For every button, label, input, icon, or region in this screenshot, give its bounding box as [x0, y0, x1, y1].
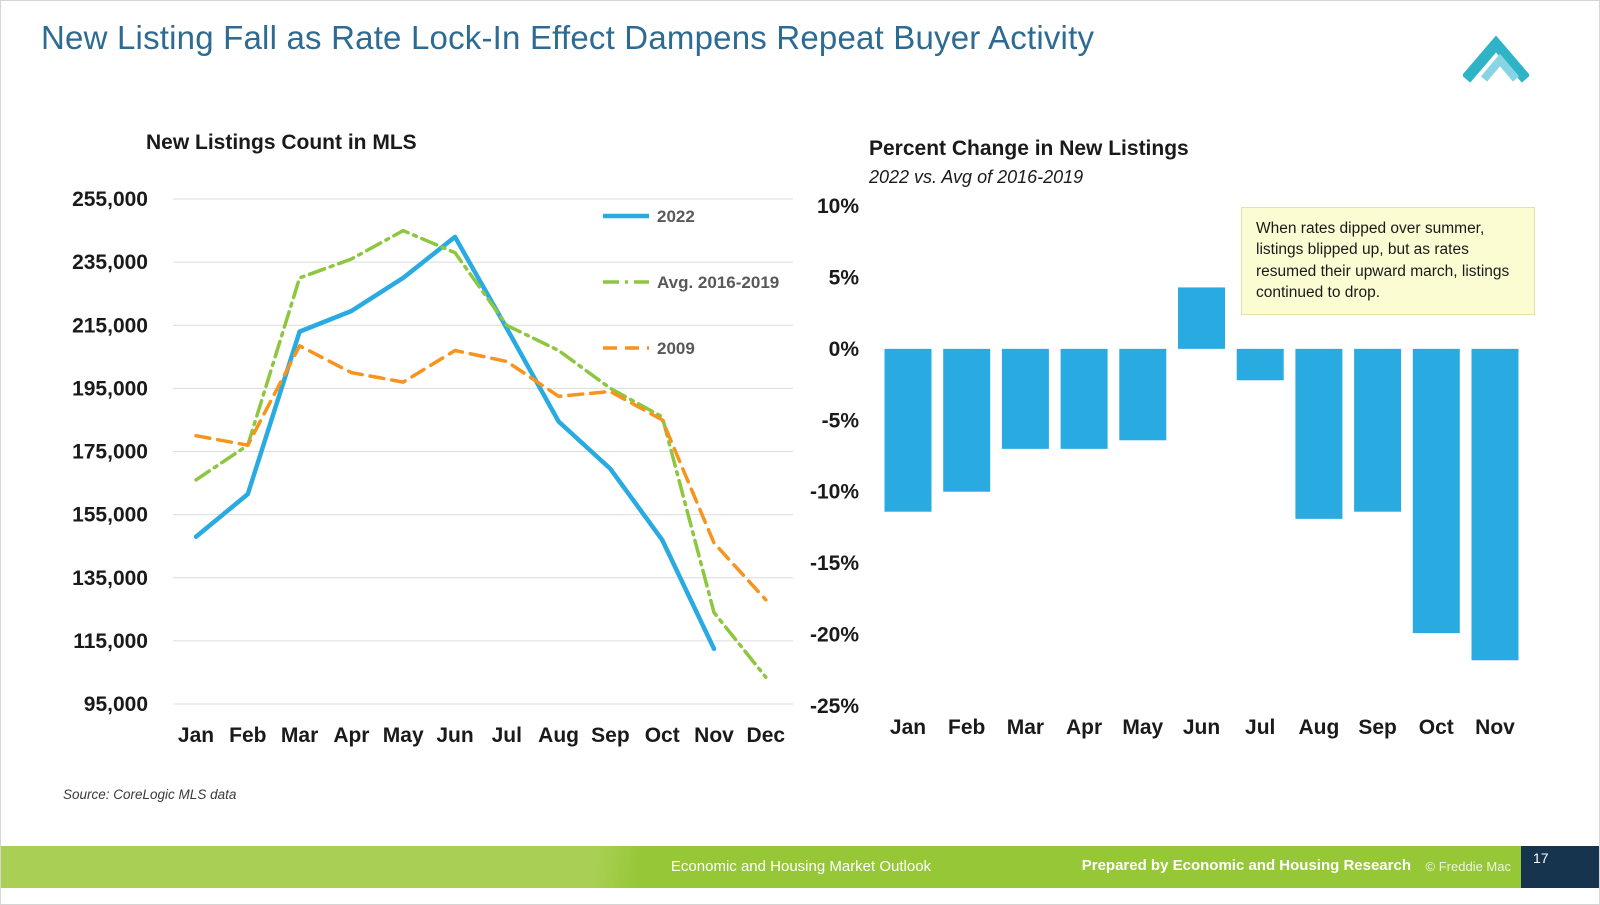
x-tick-label: Oct [645, 724, 680, 747]
y-tick-label: -10% [810, 481, 859, 504]
y-tick-label: 155,000 [72, 504, 148, 527]
x-tick-label: Nov [1475, 716, 1515, 739]
footer-copyright: © Freddie Mac [1425, 859, 1511, 874]
bar-chart-plot: 10% 5% 0% -5% -10% -15% -20% -25% Jan Feb Mar Apr Ma… [810, 195, 1519, 739]
y-tick-label: 95,000 [84, 693, 148, 716]
x-tick-label: Feb [229, 724, 266, 747]
x-tick-label: Sep [1358, 716, 1397, 739]
bar-Apr [1060, 348, 1108, 449]
bar-Mar [1001, 348, 1049, 449]
freddie-mac-logo-icon [1461, 33, 1531, 83]
y-tick-label: 215,000 [72, 314, 148, 337]
x-tick-label: May [1122, 716, 1163, 739]
y-tick-label: 115,000 [73, 630, 148, 653]
x-tick-label: Oct [1419, 716, 1454, 739]
bar-Jul [1236, 348, 1284, 381]
footer-prepared-by: Prepared by Economic and Housing Researc… [1081, 857, 1411, 874]
legend-label-2022: 2022 [657, 207, 695, 226]
y-tick-label: -25% [810, 695, 859, 718]
logo-roof-accent [1480, 53, 1520, 82]
page-number: 17 [1533, 850, 1549, 866]
bar-Aug [1295, 348, 1343, 519]
bar-Jan [884, 348, 932, 512]
x-tick-label: Apr [1066, 716, 1102, 739]
bar-Nov [1471, 348, 1519, 661]
y-tick-label: 195,000 [72, 377, 148, 400]
x-tick-label: Jun [436, 724, 473, 747]
line-chart-title: New Listings Count in MLS [146, 131, 417, 154]
series-line-Avg. 2016-2019 [194, 228, 768, 679]
footer-bar: Economic and Housing Market Outlook Prep… [1, 846, 1599, 888]
bar-chart: 10% 5% 0% -5% -10% -15% -20% -25% Jan Feb Mar Apr Ma… [810, 195, 1519, 739]
x-tick-label: Sep [591, 724, 630, 747]
y-tick-label: 5% [829, 266, 860, 289]
bar-chart-title: Percent Change in New Listings [869, 137, 1189, 160]
series-line-2022 [193, 234, 717, 652]
bar-May [1119, 348, 1167, 441]
x-tick-label: Feb [948, 716, 985, 739]
x-tick-label: Jan [178, 724, 214, 747]
y-tick-label: 10% [817, 195, 859, 218]
source-note: Source: CoreLogic MLS data [63, 787, 237, 802]
legend-label-2009: 2009 [657, 339, 695, 358]
legend-label-Avg. 2016-2019: Avg. 2016-2019 [657, 273, 779, 292]
page-title: New Listing Fall as Rate Lock-In Effect … [41, 19, 1095, 56]
bar-Jun [1178, 287, 1225, 349]
x-tick-label: Apr [333, 724, 369, 747]
y-tick-label: 235,000 [72, 251, 148, 274]
bar-Oct [1412, 348, 1460, 634]
line-chart: 255,000 235,000 215,000 195,000 175,000 155,0… [72, 188, 793, 747]
y-tick-label: 255,000 [72, 188, 148, 211]
x-tick-label: Dec [747, 724, 786, 747]
x-tick-label: Jan [890, 716, 926, 739]
x-tick-label: Nov [694, 724, 734, 747]
y-tick-label: 135,000 [72, 567, 148, 590]
x-tick-label: Aug [1298, 716, 1339, 739]
x-tick-label: Aug [538, 724, 579, 747]
logo-roof [1461, 35, 1531, 83]
page-number-block: 17 [1521, 846, 1599, 888]
line-chart-plot: 255,000 235,000 215,000 195,000 175,000 155,0… [72, 188, 793, 747]
x-tick-label: Jul [492, 724, 522, 747]
footer-center-label: Economic and Housing Market Outlook [670, 858, 932, 875]
x-tick-label: Jul [1245, 716, 1275, 739]
y-tick-label: -5% [822, 409, 860, 432]
x-tick-label: May [383, 724, 424, 747]
y-tick-label: -15% [810, 552, 859, 575]
x-tick-label: Mar [281, 724, 318, 747]
bar-Feb [943, 348, 991, 492]
x-tick-label: Mar [1007, 716, 1044, 739]
annotation-callout: When rates dipped over summer, listings … [1241, 207, 1535, 315]
house-roof-icon [1461, 35, 1531, 83]
bar-Sep [1354, 348, 1402, 512]
bar-chart-subtitle: 2022 vs. Avg of 2016-2019 [869, 167, 1084, 187]
series-line-2009 [194, 344, 768, 602]
x-tick-label: Jun [1183, 716, 1220, 739]
y-tick-label: 175,000 [72, 441, 148, 464]
y-tick-label: 0% [829, 338, 860, 361]
y-tick-label: -20% [810, 624, 859, 647]
